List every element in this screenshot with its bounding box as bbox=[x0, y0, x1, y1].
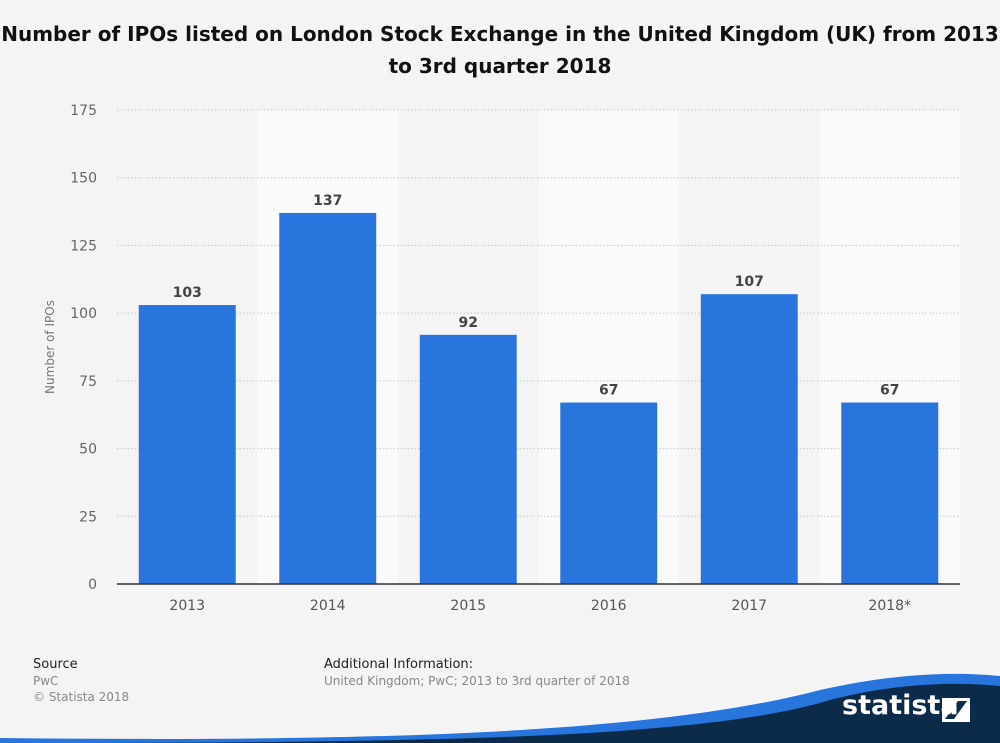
x-tick-label: 2015 bbox=[450, 598, 486, 614]
y-tick-label: 75 bbox=[79, 374, 97, 390]
copyright: © Statista 2018 bbox=[33, 690, 130, 704]
source-value[interactable]: PwC bbox=[33, 674, 59, 688]
additional-info-value: United Kingdom; PwC; 2013 to 3rd quarter… bbox=[324, 674, 630, 688]
y-tick-label: 25 bbox=[79, 509, 97, 525]
data-label: 103 bbox=[173, 285, 202, 301]
bar bbox=[138, 305, 236, 584]
statista-logo-icon[interactable] bbox=[942, 698, 970, 722]
data-label: 92 bbox=[459, 315, 478, 331]
y-tick-label: 0 bbox=[88, 577, 97, 593]
y-tick-label: 150 bbox=[70, 171, 97, 187]
data-label: 67 bbox=[880, 383, 899, 399]
brand-wave-dark bbox=[0, 683, 1000, 743]
bar bbox=[700, 294, 798, 584]
x-tick-label: 2017 bbox=[731, 598, 767, 614]
bar bbox=[841, 402, 939, 584]
bar bbox=[279, 212, 377, 584]
additional-info-label: Additional Information: bbox=[324, 657, 474, 672]
source-label: Source bbox=[33, 657, 78, 672]
chart-title: Number of IPOs listed on London Stock Ex… bbox=[1, 22, 999, 78]
source-block: Source PwC © Statista 2018 bbox=[33, 657, 129, 705]
data-label: 67 bbox=[599, 383, 618, 399]
data-label: 137 bbox=[313, 193, 342, 209]
y-tick-label: 175 bbox=[70, 103, 97, 119]
x-tick-label: 2014 bbox=[310, 598, 346, 614]
x-tick-label: 2013 bbox=[169, 598, 205, 614]
bar-chart: 0 25 50 75 100 125 150 175 103 2013 137 2014 92 2015 6… bbox=[70, 103, 960, 614]
data-label: 107 bbox=[735, 274, 764, 290]
y-tick-label: 100 bbox=[70, 306, 97, 322]
y-tick-label: 50 bbox=[79, 442, 97, 458]
additional-info-block: Additional Information: United Kingdom; … bbox=[324, 657, 630, 689]
x-tick-label: 2018* bbox=[868, 598, 911, 614]
bar bbox=[419, 334, 517, 584]
x-tick-label: 2016 bbox=[591, 598, 627, 614]
y-tick-label: 125 bbox=[70, 238, 97, 254]
bar bbox=[560, 402, 658, 584]
brand-name[interactable]: statista bbox=[842, 690, 959, 721]
